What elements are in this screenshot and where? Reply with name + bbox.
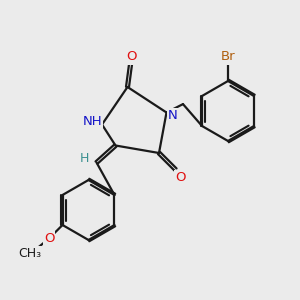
- Text: NH: NH: [82, 115, 102, 128]
- Text: N: N: [168, 109, 178, 122]
- Text: Br: Br: [221, 50, 235, 64]
- Text: O: O: [127, 50, 137, 64]
- Text: H: H: [79, 152, 88, 165]
- Text: O: O: [175, 171, 185, 184]
- Text: O: O: [44, 232, 54, 245]
- Text: CH₃: CH₃: [18, 247, 41, 260]
